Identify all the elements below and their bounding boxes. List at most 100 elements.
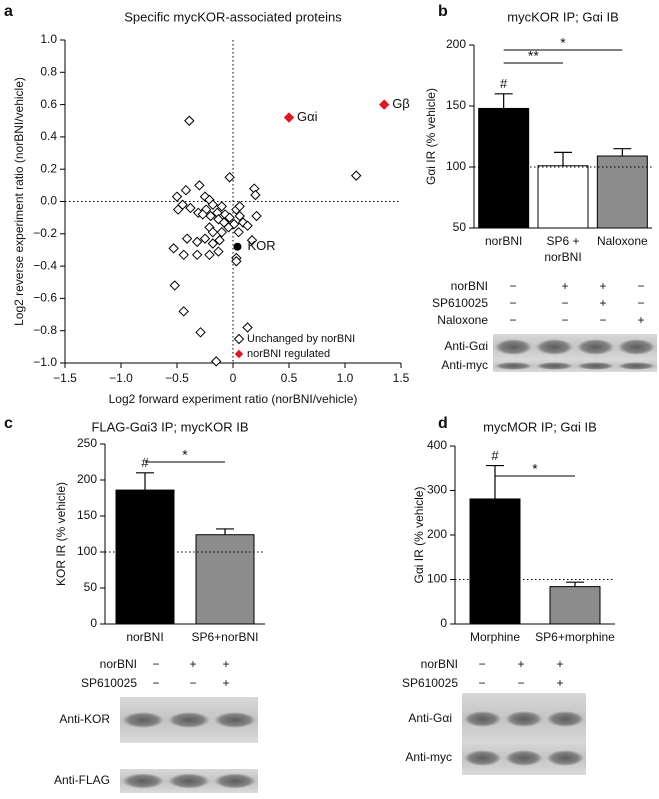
- blot-band: [214, 712, 256, 728]
- blot-band: [577, 339, 614, 355]
- x-tick-label: −0.5: [165, 371, 189, 385]
- data-point: [191, 249, 203, 261]
- data-point: [178, 306, 189, 317]
- blot-band: [168, 773, 210, 789]
- error-bar: [216, 528, 234, 535]
- data-point: [224, 212, 235, 223]
- point-label: Gαi: [297, 109, 318, 124]
- x-tick-label: 1.0: [337, 371, 354, 385]
- error-bar: [613, 148, 632, 157]
- annotation: KOR: [247, 238, 275, 253]
- y-tick-label: 150: [77, 508, 97, 522]
- blot-sign: +: [517, 657, 524, 671]
- chart-title: FLAG-Gαi3 IP; mycKOR IB: [91, 419, 248, 434]
- y-tick-label: 400: [427, 438, 447, 452]
- blot-row-label: SP610025: [81, 676, 137, 690]
- blot-sign: −: [637, 279, 644, 293]
- y-axis-label: Gαi IR (% vehicle): [424, 88, 438, 185]
- blot-sign: +: [189, 657, 196, 671]
- annotation: #: [491, 448, 499, 463]
- x-tick-label: Naloxone: [597, 234, 648, 248]
- blot-band-label: Anti-Gαi: [444, 339, 488, 353]
- blot-band: [546, 750, 584, 766]
- blot-sign: −: [509, 279, 516, 293]
- blot-sign: +: [599, 296, 606, 310]
- blot-band-label: Anti-KOR: [59, 712, 110, 726]
- error-bar: [554, 151, 572, 166]
- annotation: #: [141, 455, 149, 470]
- y-tick-label: 200: [446, 37, 466, 51]
- blot-sign: −: [189, 676, 196, 690]
- data-point: [231, 256, 242, 267]
- y-tick-label: 100: [77, 544, 97, 558]
- data-point: [233, 226, 244, 238]
- y-tick-label: 250: [77, 436, 97, 450]
- data-point: [250, 189, 261, 201]
- blot-sign: +: [561, 279, 568, 293]
- y-tick-label: 0.6: [40, 97, 57, 111]
- blot-row-label: norBNI: [421, 657, 458, 671]
- data-point: [350, 170, 362, 181]
- data-point: [185, 202, 196, 214]
- blot-strip: [493, 360, 657, 372]
- blot-band: [495, 362, 532, 370]
- blot-band: [122, 712, 164, 728]
- y-tick-label: 1.0: [40, 32, 57, 46]
- significance-label: *: [560, 35, 566, 51]
- data-point: [242, 220, 253, 231]
- blot-band: [464, 711, 502, 727]
- blot-sign: +: [556, 657, 563, 671]
- bar: [537, 165, 589, 229]
- y-tick-label: 0.4: [40, 129, 57, 143]
- y-axis-label: Log2 reverse experiment ratio (norBNI/ve…: [12, 77, 26, 326]
- significance-label: *: [532, 461, 538, 477]
- bar: [469, 498, 521, 625]
- error-bar: [136, 472, 154, 491]
- chart-title: mycKOR IP; Gαi IB: [507, 9, 619, 24]
- blot-sign: −: [561, 313, 568, 327]
- y-tick-label: −0.6: [33, 291, 57, 305]
- blot-band: [505, 750, 543, 766]
- blot-band-label: Anti-myc: [405, 750, 452, 764]
- y-axis-label: KOR IR (% vehicle): [54, 482, 68, 586]
- blot-band: [618, 339, 655, 355]
- data-point: [283, 112, 295, 123]
- x-tick-label: Morphine: [470, 630, 520, 644]
- data-point: [207, 199, 219, 210]
- blot-sign: −: [152, 676, 159, 690]
- data-point: [181, 233, 193, 244]
- blot-sign: −: [561, 296, 568, 310]
- y-tick-label: −0.4: [33, 258, 57, 272]
- blot-band-label: Anti-Gαi: [408, 711, 452, 725]
- error-bar: [566, 581, 584, 587]
- blot-sign: −: [152, 657, 159, 671]
- y-tick-label: 100: [427, 572, 447, 586]
- blot-sign: −: [517, 676, 524, 690]
- blot-row-label: norBNI: [451, 279, 488, 293]
- data-point: [204, 249, 215, 261]
- data-point: [246, 235, 258, 246]
- annotated-point: [233, 242, 242, 251]
- data-point: [251, 210, 262, 222]
- y-tick-label: 0.0: [40, 194, 57, 208]
- blot-sign: −: [478, 657, 485, 671]
- x-tick-label: SP6+norBNI: [191, 630, 258, 644]
- legend-label: Unchanged by norBNI: [247, 333, 355, 345]
- blot-sign: +: [222, 657, 229, 671]
- bar: [115, 489, 175, 625]
- x-tick-label: −1.0: [109, 371, 133, 385]
- chart-title: Specific mycKOR-associated proteins: [124, 9, 342, 24]
- blot-band: [464, 750, 502, 766]
- blot-band: [505, 711, 543, 727]
- y-tick-label: 100: [446, 159, 466, 173]
- significance-label: **: [528, 48, 539, 64]
- data-point: [213, 246, 224, 257]
- blot-sign: +: [637, 313, 644, 327]
- blot-band: [214, 773, 256, 789]
- x-tick-label: 0: [230, 371, 237, 385]
- legend-marker: [234, 349, 244, 359]
- blot-sign: −: [478, 676, 485, 690]
- data-point: [234, 210, 245, 222]
- y-tick-label: −0.8: [33, 323, 57, 337]
- y-tick-label: 200: [427, 527, 447, 541]
